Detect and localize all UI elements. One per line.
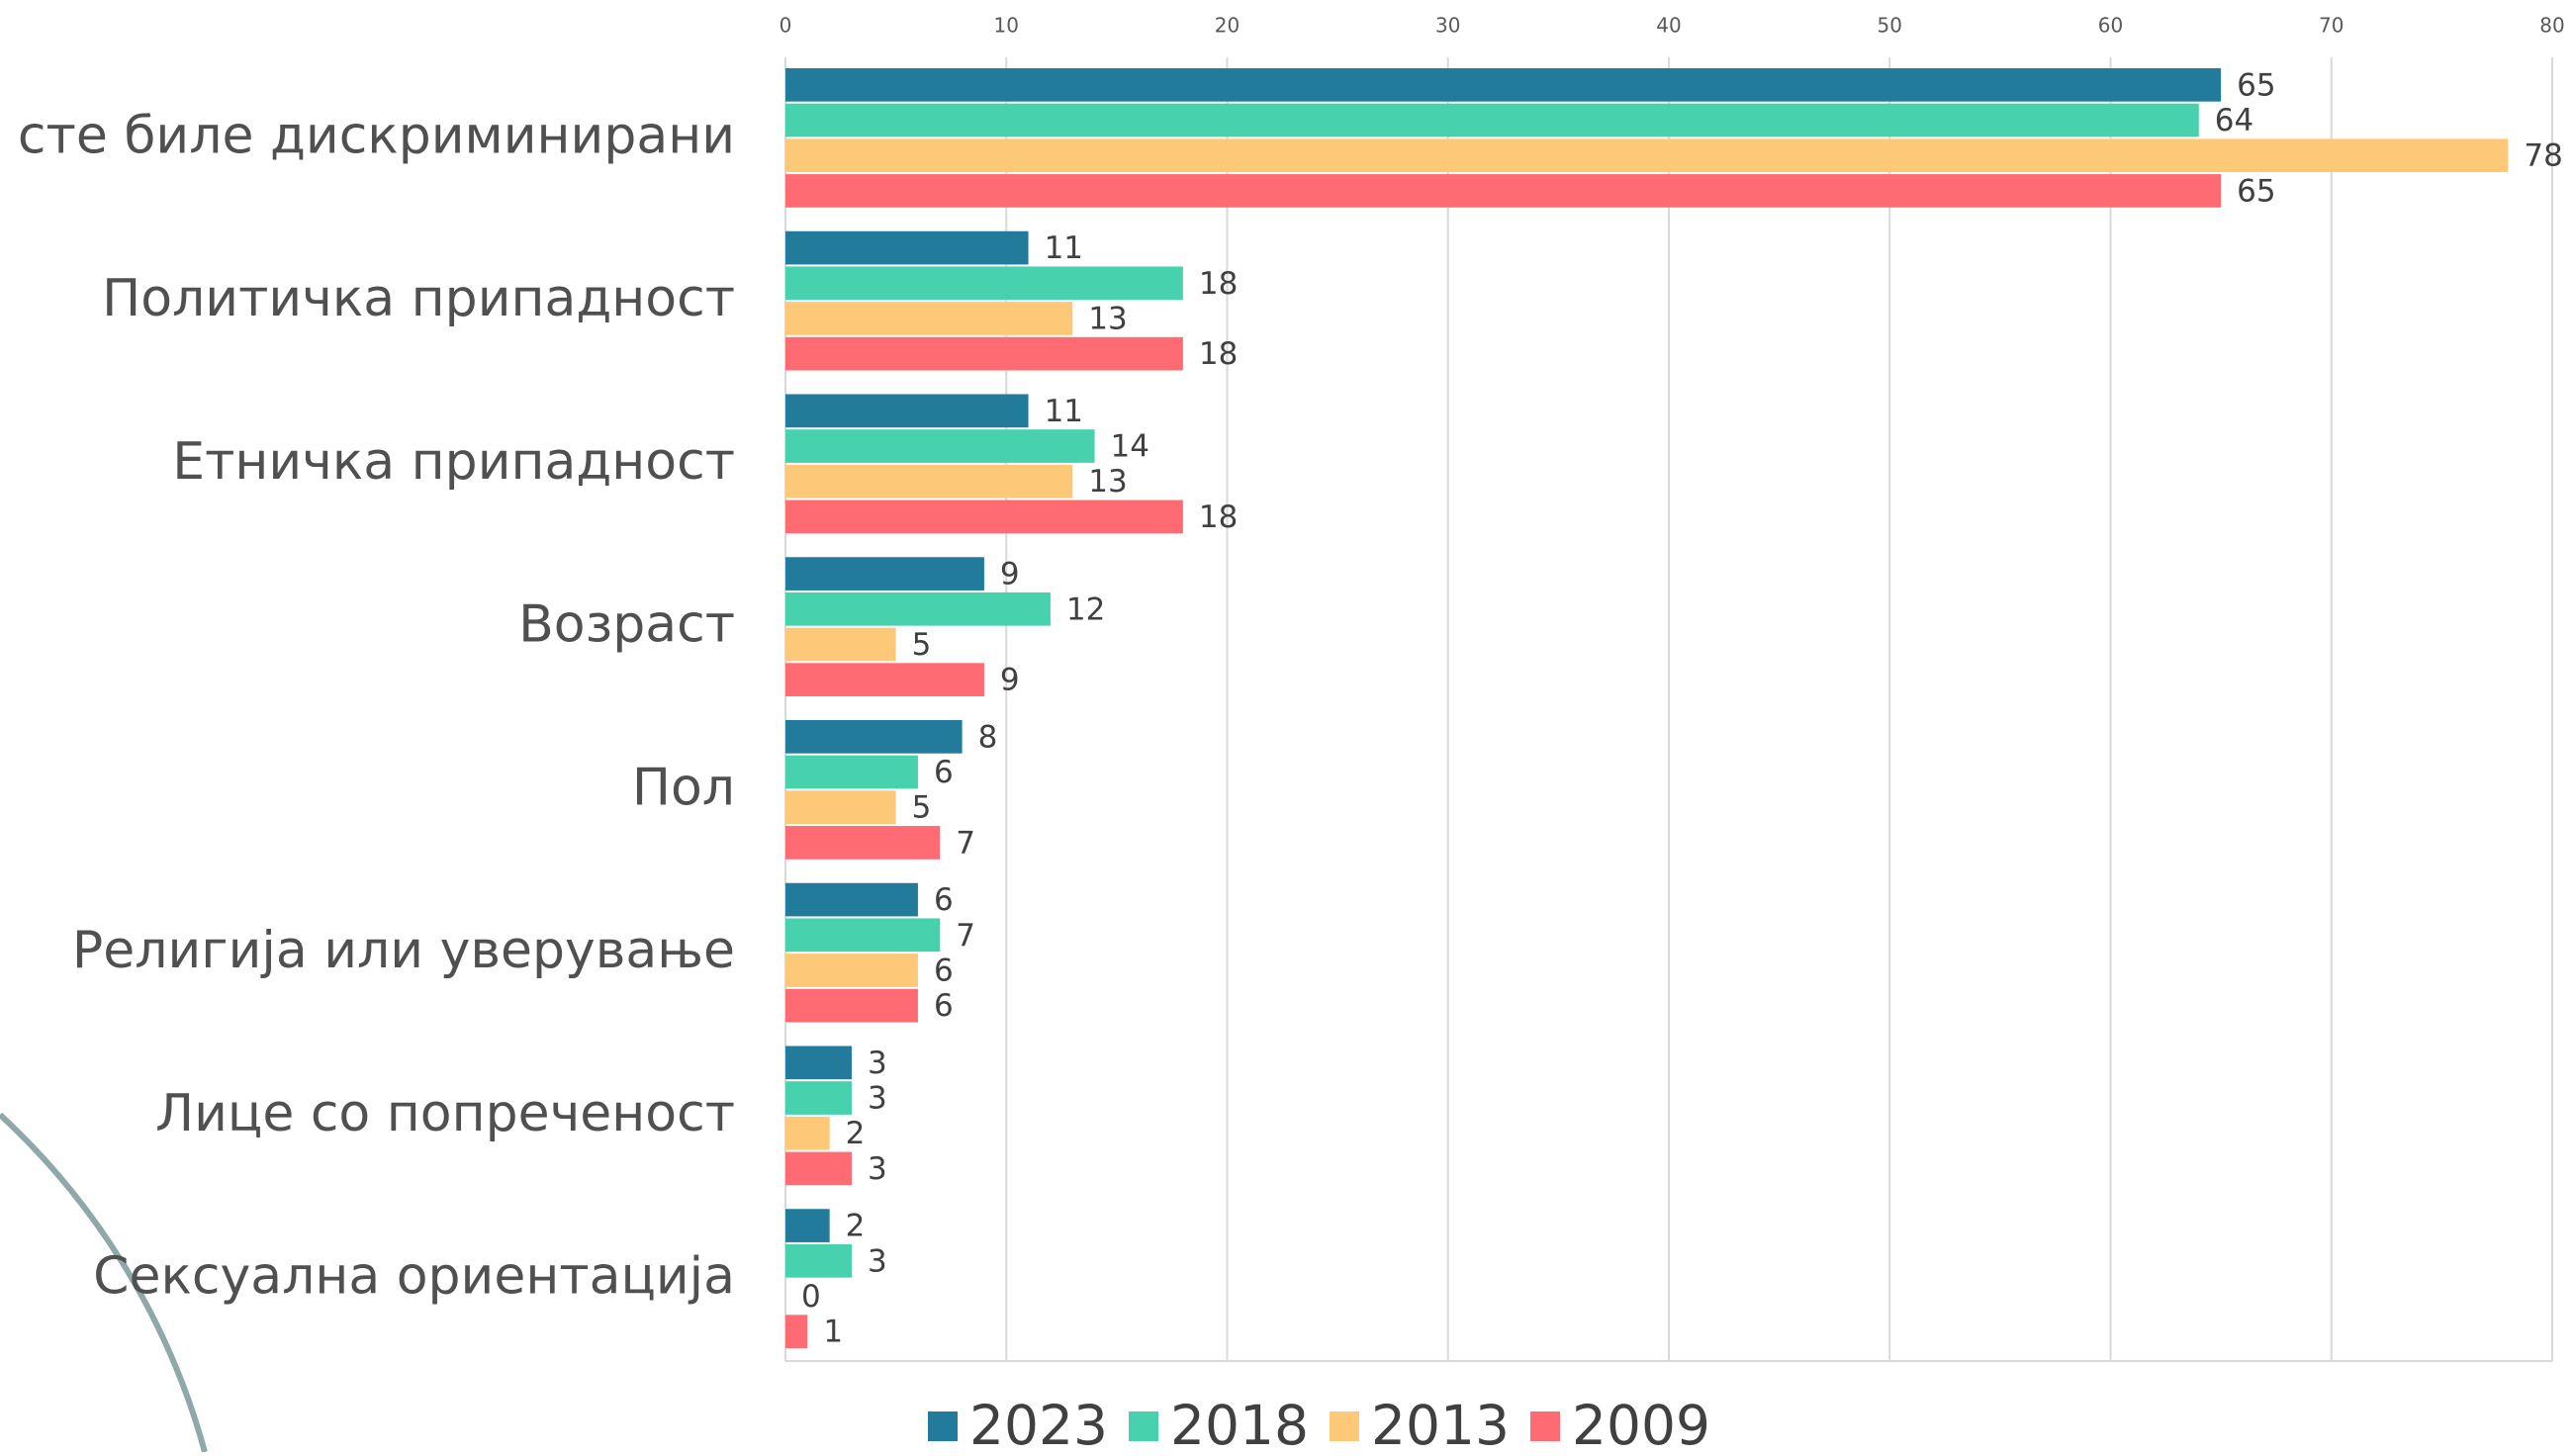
x-tick-label: 0 bbox=[780, 14, 792, 38]
bar bbox=[785, 103, 2199, 137]
x-tick-label: 80 bbox=[2539, 14, 2564, 38]
x-tick-label: 70 bbox=[2319, 14, 2343, 38]
category-label: Политичка припадност bbox=[102, 269, 735, 328]
data-label: 9 bbox=[1000, 663, 1020, 698]
data-label: 5 bbox=[912, 790, 932, 826]
x-tick-label: 50 bbox=[1878, 14, 1902, 38]
bar bbox=[785, 1116, 830, 1150]
data-label: 12 bbox=[1066, 592, 1105, 627]
bar bbox=[785, 1243, 852, 1278]
bar bbox=[785, 755, 918, 789]
bar bbox=[785, 882, 918, 917]
data-label: 2 bbox=[846, 1116, 866, 1151]
data-label: 3 bbox=[868, 1243, 887, 1279]
legend-swatch bbox=[928, 1411, 958, 1441]
data-label: 13 bbox=[1088, 464, 1127, 500]
data-label: 0 bbox=[801, 1279, 821, 1315]
data-label: 14 bbox=[1111, 429, 1149, 465]
category-label: Не сте биле дискриминирани bbox=[0, 106, 735, 165]
data-label: 64 bbox=[2215, 103, 2253, 138]
legend-swatch bbox=[1330, 1411, 1359, 1441]
data-label: 6 bbox=[934, 988, 954, 1024]
data-label: 11 bbox=[1045, 394, 1083, 429]
x-tick-label: 60 bbox=[2098, 14, 2123, 38]
data-label: 1 bbox=[823, 1315, 843, 1350]
bar bbox=[785, 988, 918, 1023]
data-label: 65 bbox=[2237, 173, 2275, 209]
bar bbox=[785, 1315, 808, 1348]
data-label: 18 bbox=[1199, 500, 1238, 535]
legend-label: 2018 bbox=[1170, 1394, 1309, 1452]
data-label: 2 bbox=[846, 1209, 866, 1244]
data-label: 3 bbox=[868, 1151, 887, 1187]
category-label: Етничка припадност bbox=[172, 432, 735, 492]
bar bbox=[785, 954, 918, 987]
bar bbox=[785, 1209, 830, 1242]
bar bbox=[785, 1151, 852, 1186]
decorative-arc bbox=[0, 1112, 208, 1453]
x-tick-label: 10 bbox=[994, 14, 1019, 38]
data-label: 3 bbox=[868, 1081, 887, 1117]
data-label: 18 bbox=[1199, 336, 1238, 372]
bar bbox=[785, 627, 896, 662]
bar bbox=[785, 592, 1051, 626]
bar bbox=[785, 500, 1183, 534]
data-label: 11 bbox=[1045, 230, 1083, 266]
data-label: 5 bbox=[912, 627, 932, 663]
data-label: 9 bbox=[1000, 557, 1020, 592]
bar bbox=[785, 429, 1095, 463]
x-tick-label: 30 bbox=[1435, 14, 1460, 38]
category-label: Возраст bbox=[518, 595, 735, 655]
bar bbox=[785, 1081, 852, 1115]
bar bbox=[785, 174, 2222, 208]
data-label: 7 bbox=[956, 825, 975, 861]
data-label: 6 bbox=[934, 953, 954, 988]
bar bbox=[785, 138, 2509, 173]
data-label: 13 bbox=[1088, 301, 1127, 336]
data-label: 78 bbox=[2524, 138, 2562, 174]
data-label: 8 bbox=[978, 719, 998, 755]
legend-label: 2009 bbox=[1572, 1394, 1710, 1452]
bar bbox=[785, 266, 1183, 301]
bar bbox=[785, 68, 2222, 102]
data-label: 65 bbox=[2237, 67, 2275, 103]
legend-label: 2023 bbox=[969, 1394, 1108, 1452]
bar bbox=[785, 826, 941, 860]
bar bbox=[785, 720, 963, 754]
bar bbox=[785, 557, 984, 591]
bar bbox=[785, 790, 896, 825]
x-tick-label: 20 bbox=[1215, 14, 1240, 38]
bar bbox=[785, 302, 1073, 335]
category-label: Лице со попреченост bbox=[155, 1084, 735, 1143]
bar bbox=[785, 663, 984, 696]
category-label: Сексуална ориентација bbox=[93, 1247, 735, 1307]
data-label: 3 bbox=[868, 1046, 887, 1081]
legend-label: 2013 bbox=[1371, 1394, 1510, 1452]
bar bbox=[785, 918, 941, 953]
bar bbox=[785, 394, 1029, 428]
legend-swatch bbox=[1530, 1411, 1560, 1441]
bar bbox=[785, 464, 1073, 499]
bar bbox=[785, 230, 1029, 265]
data-label: 6 bbox=[934, 755, 954, 790]
legend-swatch bbox=[1129, 1411, 1158, 1441]
data-label: 6 bbox=[934, 882, 954, 918]
data-label: 7 bbox=[956, 918, 975, 954]
bar bbox=[785, 336, 1183, 371]
data-label: 18 bbox=[1199, 266, 1238, 302]
category-label: Религија или уверување bbox=[72, 921, 735, 980]
category-label: Пол bbox=[632, 758, 735, 817]
bar bbox=[785, 1046, 852, 1080]
x-tick-label: 40 bbox=[1656, 14, 1681, 38]
